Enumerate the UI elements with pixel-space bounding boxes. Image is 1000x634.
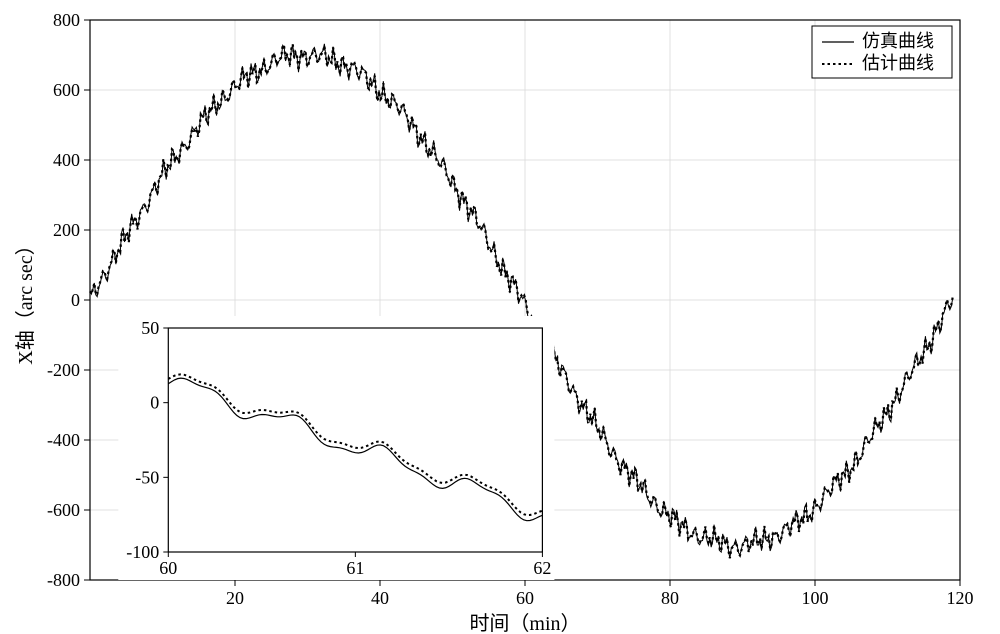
y-axis-label: X轴（arc sec） xyxy=(14,235,37,364)
x-tick-label: 120 xyxy=(947,588,974,608)
y-tick-label: -600 xyxy=(47,500,80,520)
x-tick-label: 100 xyxy=(802,588,829,608)
x-tick-label: 20 xyxy=(226,588,244,608)
y-tick-label: 400 xyxy=(53,150,80,170)
inset-backdrop xyxy=(118,316,554,580)
legend-label-simulation: 仿真曲线 xyxy=(862,31,934,51)
inset-x-tick-label: 60 xyxy=(159,558,177,578)
x-tick-label: 80 xyxy=(661,588,679,608)
y-tick-label: 600 xyxy=(53,80,80,100)
chart-svg: 20406080100120-800-600-400-2000200400600… xyxy=(0,0,1000,634)
x-axis-label: 时间（min） xyxy=(469,612,580,634)
x-tick-label: 60 xyxy=(516,588,534,608)
inset-y-tick-label: 50 xyxy=(141,318,159,338)
chart-container: 20406080100120-800-600-400-2000200400600… xyxy=(0,0,1000,634)
y-tick-label: -800 xyxy=(47,570,80,590)
y-tick-label: 200 xyxy=(53,220,80,240)
inset-y-tick-label: -50 xyxy=(135,467,159,487)
inset-y-tick-label: -100 xyxy=(126,542,159,562)
x-tick-label: 40 xyxy=(371,588,389,608)
y-tick-label: -200 xyxy=(47,360,80,380)
inset-x-tick-label: 61 xyxy=(346,558,364,578)
y-tick-label: 0 xyxy=(71,290,80,310)
inset-y-tick-label: 0 xyxy=(150,393,159,413)
y-tick-label: 800 xyxy=(53,10,80,30)
inset-x-tick-label: 62 xyxy=(533,558,551,578)
legend-label-estimate: 估计曲线 xyxy=(862,53,934,73)
y-tick-label: -400 xyxy=(47,430,80,450)
